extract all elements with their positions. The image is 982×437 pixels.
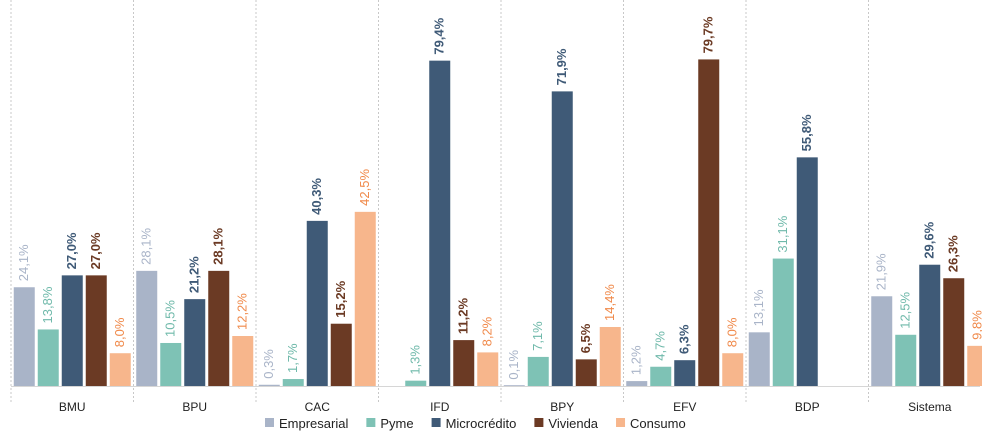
data-label: 13,8%: [40, 286, 55, 323]
bar-vivienda-cac: [330, 323, 352, 386]
x-tick-label: EFV: [673, 400, 696, 414]
bar-pyme-ifd: [405, 380, 427, 386]
x-tick-label: BPU: [182, 400, 207, 414]
x-tick-label: BPY: [550, 400, 574, 414]
bar-microcrédito-bmu: [61, 275, 83, 386]
data-label: 12,2%: [235, 293, 250, 330]
data-label: 79,7%: [701, 16, 716, 53]
bar-vivienda-efv: [698, 59, 720, 387]
data-label: 79,4%: [432, 17, 447, 54]
x-tick-label: BDP: [795, 400, 820, 414]
data-label: 8,0%: [112, 317, 127, 347]
data-label: 21,2%: [187, 256, 202, 293]
bar-empresarial-efv: [626, 381, 648, 386]
bar-consumo-efv: [722, 353, 744, 386]
bar-consumo-sistema: [967, 345, 982, 386]
data-label: 12,5%: [898, 291, 913, 328]
legend-swatch: [616, 418, 626, 427]
bar-empresarial-bdp: [748, 332, 770, 386]
data-label: 10,5%: [163, 300, 178, 337]
data-label: 8,0%: [725, 317, 740, 347]
data-label: 1,2%: [629, 345, 644, 375]
data-label: 71,9%: [554, 48, 569, 85]
bar-pyme-bmu: [37, 329, 59, 386]
data-label: 6,3%: [677, 324, 692, 354]
data-label: 11,2%: [456, 298, 471, 335]
bar-pyme-cac: [282, 379, 304, 386]
data-label: 6,5%: [578, 323, 593, 353]
data-label: 13,1%: [751, 289, 766, 326]
bar-empresarial-cac: [258, 384, 280, 386]
bar-vivienda-bpu: [208, 270, 230, 386]
bar-empresarial-bpu: [136, 270, 158, 386]
data-label: 21,9%: [874, 253, 889, 290]
bar-microcrédito-bpy: [551, 91, 573, 386]
bar-microcrédito-cac: [306, 220, 328, 386]
data-label: 24,1%: [16, 244, 31, 281]
bar-consumo-cac: [354, 211, 376, 386]
data-label: 4,7%: [653, 331, 668, 361]
bar-pyme-sistema: [895, 334, 917, 386]
bar-pyme-efv: [650, 366, 672, 386]
x-tick-label: BMU: [59, 400, 86, 414]
bar-microcrédito-sistema: [919, 264, 941, 386]
legend-swatch: [431, 418, 441, 427]
legend-swatch: [366, 418, 376, 427]
bar-pyme-bpu: [160, 342, 182, 386]
data-label: 27,0%: [64, 232, 79, 269]
bar-empresarial-sistema: [871, 296, 893, 386]
bar-microcrédito-efv: [674, 360, 696, 386]
bar-consumo-ifd: [477, 352, 499, 386]
data-label: 1,3%: [408, 345, 423, 375]
data-label: 29,6%: [922, 221, 937, 258]
data-label: 15,2%: [333, 280, 348, 317]
data-label: 9,8%: [970, 310, 982, 340]
bar-consumo-bpy: [599, 326, 621, 386]
x-tick-label: IFD: [430, 400, 450, 414]
data-label: 42,5%: [357, 169, 372, 206]
bar-microcrédito-bpu: [184, 299, 206, 386]
data-label: 0,3%: [261, 349, 276, 379]
data-label: 31,1%: [775, 215, 790, 252]
legend-swatch: [265, 418, 274, 427]
data-label: 8,2%: [480, 316, 495, 346]
data-label: 28,1%: [211, 228, 226, 265]
bar-empresarial-bpy: [503, 385, 525, 386]
bar-empresarial-bmu: [13, 287, 35, 386]
bar-consumo-bpu: [232, 336, 254, 386]
data-label: 26,3%: [946, 235, 961, 272]
data-label: 14,4%: [602, 284, 617, 321]
data-label: 0,1%: [506, 350, 521, 380]
legend-swatch: [534, 418, 544, 427]
bar-vivienda-ifd: [453, 340, 475, 386]
legend-label: Consumo: [630, 416, 686, 431]
bar-microcrédito-bdp: [796, 157, 818, 386]
data-label: 7,1%: [530, 321, 545, 351]
data-label: 1,7%: [285, 343, 300, 373]
legend-label: Vivienda: [548, 416, 598, 431]
data-label: 27,0%: [88, 232, 103, 269]
bar-consumo-bmu: [109, 353, 131, 386]
legend-label: Microcrédito: [446, 416, 517, 431]
bar-vivienda-bmu: [85, 275, 107, 386]
bar-pyme-bpy: [527, 356, 549, 386]
x-tick-label: CAC: [305, 400, 331, 414]
data-label: 40,3%: [309, 178, 324, 215]
bar-pyme-bdp: [772, 258, 794, 386]
data-label: 28,1%: [139, 228, 154, 265]
bar-vivienda-bpy: [575, 359, 597, 386]
data-label: 55,8%: [799, 114, 814, 151]
x-tick-label: Sistema: [908, 400, 952, 414]
bar-vivienda-sistema: [943, 278, 965, 386]
legend-label: Pyme: [380, 416, 413, 431]
bar-microcrédito-ifd: [429, 60, 451, 387]
legend-label: Empresarial: [279, 416, 348, 431]
